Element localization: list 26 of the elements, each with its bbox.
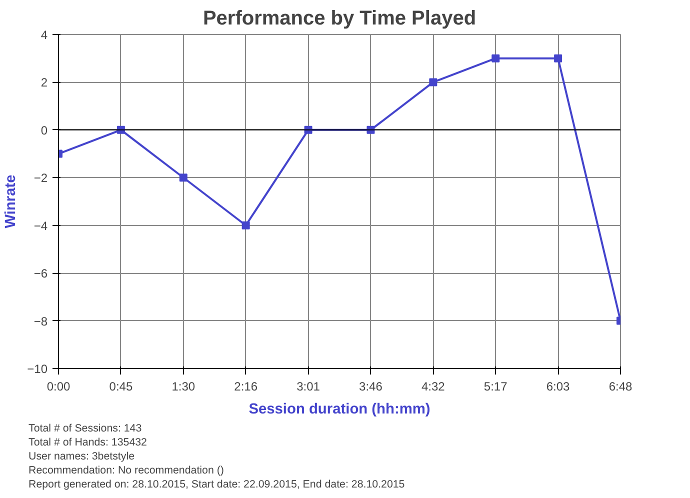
chart-title: Performance by Time Played xyxy=(202,8,476,30)
text: User names: 3betstyle xyxy=(28,450,135,462)
y-tick-label: −4 xyxy=(34,218,48,233)
text: Total # of Sessions: 143 xyxy=(28,422,142,434)
x-tick-label: 3:46 xyxy=(359,380,383,394)
y-tick-label: −6 xyxy=(34,266,48,281)
x-tick-label: 4:32 xyxy=(421,380,446,394)
y-tick-label: −2 xyxy=(34,171,48,186)
x-axis-title: Session duration (hh:mm) xyxy=(248,402,430,418)
x-tick-label: 0:00 xyxy=(46,380,71,394)
y-axis-title: Winrate xyxy=(3,174,20,228)
x-tick-label: 5:17 xyxy=(484,380,508,394)
y-tick-label: −8 xyxy=(34,314,48,328)
x-tick-label: 6:48 xyxy=(608,380,633,394)
x-tick-label: 1:30 xyxy=(172,380,196,394)
y-tick-label: 4 xyxy=(40,28,48,42)
text: Report generated on: 28.10.2015, Start date: 22.09.2015, End date: 28.10.2015 xyxy=(28,478,405,490)
x-tick-label: 2:16 xyxy=(234,380,258,394)
y-tick-label: 0 xyxy=(40,123,48,138)
x-tick-label: 6:03 xyxy=(546,380,570,394)
text: Total # of Hands: 135432 xyxy=(28,436,148,448)
x-tick-label: 0:45 xyxy=(109,380,133,394)
text: Recommendation: No recommendation () xyxy=(28,464,224,476)
y-tick-label: 2 xyxy=(40,76,48,90)
y-tick-label: −10 xyxy=(27,362,48,376)
x-tick-label: 3:01 xyxy=(296,380,320,394)
